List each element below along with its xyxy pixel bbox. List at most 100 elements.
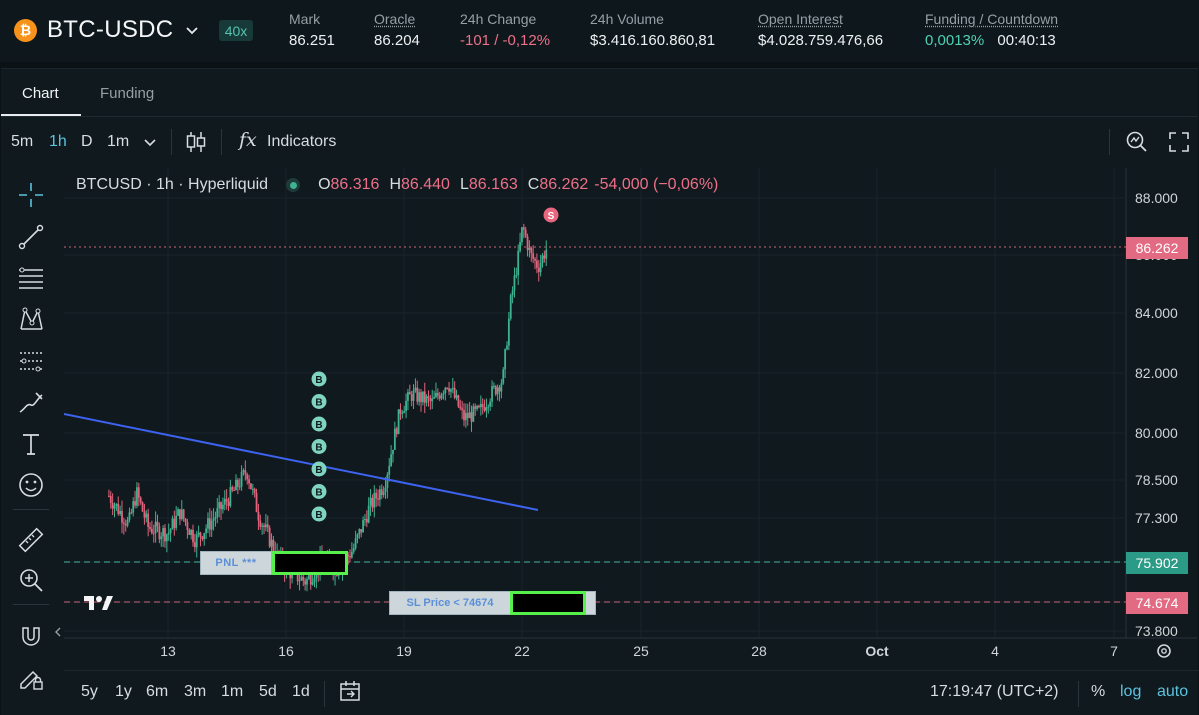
toolbar-divider bbox=[1109, 129, 1110, 155]
candle-body bbox=[134, 501, 136, 506]
text-icon[interactable] bbox=[17, 430, 45, 458]
date-range-icon[interactable] bbox=[338, 679, 362, 703]
toolbar-divider bbox=[171, 129, 172, 155]
stat-label[interactable]: Funding / Countdown bbox=[925, 11, 1059, 27]
interval-d[interactable]: D bbox=[81, 133, 93, 150]
trendline-icon[interactable] bbox=[17, 223, 45, 251]
ruler-icon[interactable] bbox=[17, 526, 45, 554]
range-1d[interactable]: 1d bbox=[292, 683, 310, 700]
trendline bbox=[64, 413, 539, 511]
candle-body bbox=[182, 509, 185, 519]
emoji-icon[interactable] bbox=[17, 471, 45, 499]
tradingview-logo-icon[interactable] bbox=[80, 588, 116, 616]
fib-icon[interactable] bbox=[17, 264, 45, 292]
interval-1h[interactable]: 1h bbox=[49, 133, 67, 150]
lock-pencil-icon[interactable] bbox=[17, 664, 45, 692]
candle-body bbox=[205, 528, 207, 534]
zoom-in-icon[interactable] bbox=[17, 566, 45, 594]
stat-funding: Funding / Countdown 0,0013% 00:40:13 bbox=[925, 11, 1058, 49]
fullscreen-icon[interactable] bbox=[1168, 131, 1190, 153]
range-5d[interactable]: 5d bbox=[259, 683, 277, 700]
leverage-badge[interactable]: 40x bbox=[219, 20, 253, 41]
interval-5m[interactable]: 5m bbox=[11, 133, 34, 150]
x-tick-label: 22 bbox=[514, 643, 530, 659]
candle-body bbox=[444, 387, 447, 394]
range-3m[interactable]: 3m bbox=[184, 683, 207, 700]
candle-body bbox=[395, 428, 398, 435]
range-1m[interactable]: 1m bbox=[221, 683, 244, 700]
range-6m[interactable]: 6m bbox=[146, 683, 169, 700]
candles-icon[interactable] bbox=[185, 130, 207, 154]
candle-body bbox=[158, 526, 161, 540]
candle-body bbox=[459, 406, 462, 409]
candle-body bbox=[126, 519, 129, 526]
chart-settings-icon[interactable] bbox=[1157, 644, 1171, 658]
candle-body bbox=[119, 511, 122, 514]
candle-body bbox=[435, 392, 437, 398]
candle-body bbox=[513, 275, 516, 291]
candle-body bbox=[543, 255, 546, 259]
brush-icon[interactable] bbox=[17, 389, 45, 417]
collapse-tools-icon[interactable] bbox=[53, 625, 63, 639]
candle-body bbox=[188, 529, 191, 535]
chevron-down-icon[interactable] bbox=[185, 23, 199, 37]
y-tick-label: 73.800 bbox=[1135, 623, 1178, 639]
funding-rate: 0,0013% bbox=[925, 32, 985, 49]
stat-value: 86.251 bbox=[289, 32, 335, 49]
candle-body bbox=[156, 521, 159, 527]
candle-body bbox=[494, 386, 497, 395]
candle-body bbox=[128, 512, 131, 520]
clock-timezone[interactable]: 17:19:47 (UTC+2) bbox=[930, 683, 1059, 700]
stat-label[interactable]: Oracle bbox=[374, 11, 416, 27]
candle-body bbox=[186, 522, 189, 530]
candle-body bbox=[240, 471, 243, 487]
candle-body bbox=[423, 391, 426, 403]
candle-body bbox=[251, 488, 254, 490]
candle-body bbox=[255, 493, 258, 512]
gear-ring bbox=[1157, 644, 1171, 658]
candle-body bbox=[393, 428, 396, 450]
candle-body bbox=[179, 509, 181, 520]
candle-body bbox=[180, 509, 183, 520]
interval-chevron-icon[interactable] bbox=[144, 138, 156, 148]
interval-1m[interactable]: 1m bbox=[107, 133, 130, 150]
buy-marker bbox=[311, 394, 327, 409]
pnl-overlay[interactable]: PNL *** bbox=[200, 551, 348, 575]
candle-body bbox=[225, 498, 228, 502]
log-toggle[interactable]: log bbox=[1120, 683, 1142, 700]
tab-funding[interactable]: Funding bbox=[100, 85, 155, 102]
candle-body bbox=[175, 515, 178, 528]
stop-loss-overlay[interactable]: SL Price < 74674 bbox=[389, 591, 596, 615]
crosshair-icon[interactable] bbox=[17, 181, 45, 209]
candle-body bbox=[307, 575, 310, 579]
candle-body bbox=[238, 486, 241, 488]
pattern-icon[interactable] bbox=[17, 305, 45, 333]
indicators-button[interactable]: Indicators bbox=[267, 133, 337, 150]
candle-body bbox=[498, 387, 501, 392]
market-symbol: BTC-USDC bbox=[47, 16, 174, 43]
x-tick-label: 28 bbox=[751, 643, 767, 659]
replay-icon[interactable] bbox=[1125, 130, 1149, 154]
price-chart[interactable]: 88.00086.00084.00082.00080.00078.50077.3… bbox=[64, 168, 1197, 668]
candle-body bbox=[539, 263, 542, 273]
candle-body bbox=[306, 578, 308, 585]
candle-body bbox=[261, 525, 264, 527]
fx-icon[interactable]: fx bbox=[239, 129, 257, 151]
percent-toggle[interactable]: % bbox=[1091, 683, 1106, 700]
auto-toggle[interactable]: auto bbox=[1157, 683, 1189, 700]
candle-body bbox=[115, 503, 118, 506]
market-selector[interactable]: ₿ BTC-USDC bbox=[14, 16, 199, 44]
chart-legend: BTCUSD · 1h · Hyperliquid O 86.316 H 86.44… bbox=[76, 176, 718, 194]
candle-body bbox=[532, 253, 535, 259]
candle-body bbox=[124, 524, 127, 526]
y-tick-label: 84.000 bbox=[1135, 305, 1178, 321]
forecast-icon[interactable] bbox=[17, 347, 45, 375]
stat-open-interest: Open Interest $4.028.759.476,66 bbox=[758, 11, 883, 49]
magnet-icon[interactable] bbox=[17, 622, 45, 650]
range-5y[interactable]: 5y bbox=[81, 683, 98, 700]
stat-label[interactable]: Open Interest bbox=[758, 11, 843, 27]
range-1y[interactable]: 1y bbox=[115, 683, 132, 700]
candle-body bbox=[235, 479, 237, 491]
tab-chart[interactable]: Chart bbox=[22, 85, 59, 102]
legend-open: 86.316 bbox=[330, 176, 380, 193]
